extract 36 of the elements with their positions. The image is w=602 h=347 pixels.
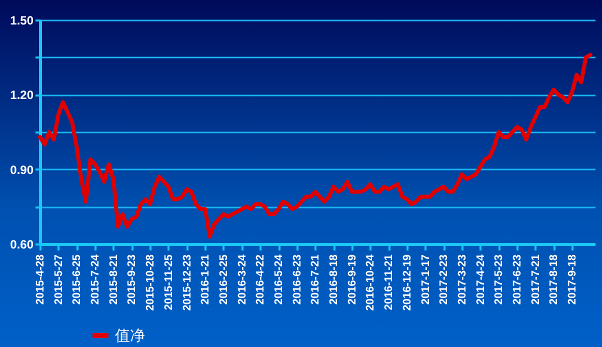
legend-label: 值净 (115, 328, 145, 344)
x-tick-label: 2017-7-21 (530, 254, 542, 305)
x-tick-label: 2017-1-17 (420, 254, 432, 305)
x-tick-label: 2015-5-27 (52, 254, 65, 305)
x-tick-label: 2016-7-21 (310, 254, 322, 305)
x-tick-label: 2015-7-24 (90, 254, 102, 305)
x-tick-label: 2016-5-24 (273, 254, 286, 305)
y-tick-label: 1.50 (10, 14, 34, 28)
x-tick-label: 2016-3-24 (236, 254, 248, 305)
x-tick-label: 2016-9-19 (346, 254, 358, 305)
x-tick-label: 2017-9-18 (566, 254, 579, 305)
x-tick-label: 2016-8-18 (328, 254, 340, 305)
x-tick-label: 2017-3-23 (456, 254, 468, 305)
x-tick-label: 2015-8-21 (108, 254, 120, 305)
y-tick-label: 1.20 (10, 88, 34, 102)
x-tick-label: 2017-8-18 (548, 254, 560, 305)
x-tick-label: 2017-4-24 (474, 254, 487, 305)
x-tick-label: 2015-6-25 (71, 254, 84, 305)
x-tick-label: 2016-10-24 (364, 254, 377, 311)
x-tick-label: 2016-6-23 (291, 254, 304, 305)
x-tick-label: 2016-11-21 (383, 254, 396, 310)
x-tick-label: 2016-4-22 (254, 254, 267, 305)
x-tick-label: 2017-5-23 (493, 254, 506, 305)
x-tick-label: 2016-1-21 (200, 254, 212, 305)
y-tick-label: 0.90 (10, 162, 34, 177)
x-tick-label: 2016-2-25 (218, 254, 230, 305)
x-tick-label: 2017-6-23 (512, 254, 524, 305)
x-tick-label: 2015-10-28 (144, 254, 157, 311)
x-tick-label: 2015-12-23 (181, 254, 194, 311)
x-tick-label: 2015-11-25 (162, 254, 175, 310)
x-tick-label: 2017-2-23 (438, 254, 450, 305)
x-tick-label: 2015-4-28 (34, 254, 46, 305)
y-tick-label: 0.60 (10, 238, 34, 252)
x-tick-label: 2016-12-19 (401, 254, 414, 311)
x-tick-label: 2015-9-23 (126, 254, 138, 305)
line-series (38, 52, 592, 239)
